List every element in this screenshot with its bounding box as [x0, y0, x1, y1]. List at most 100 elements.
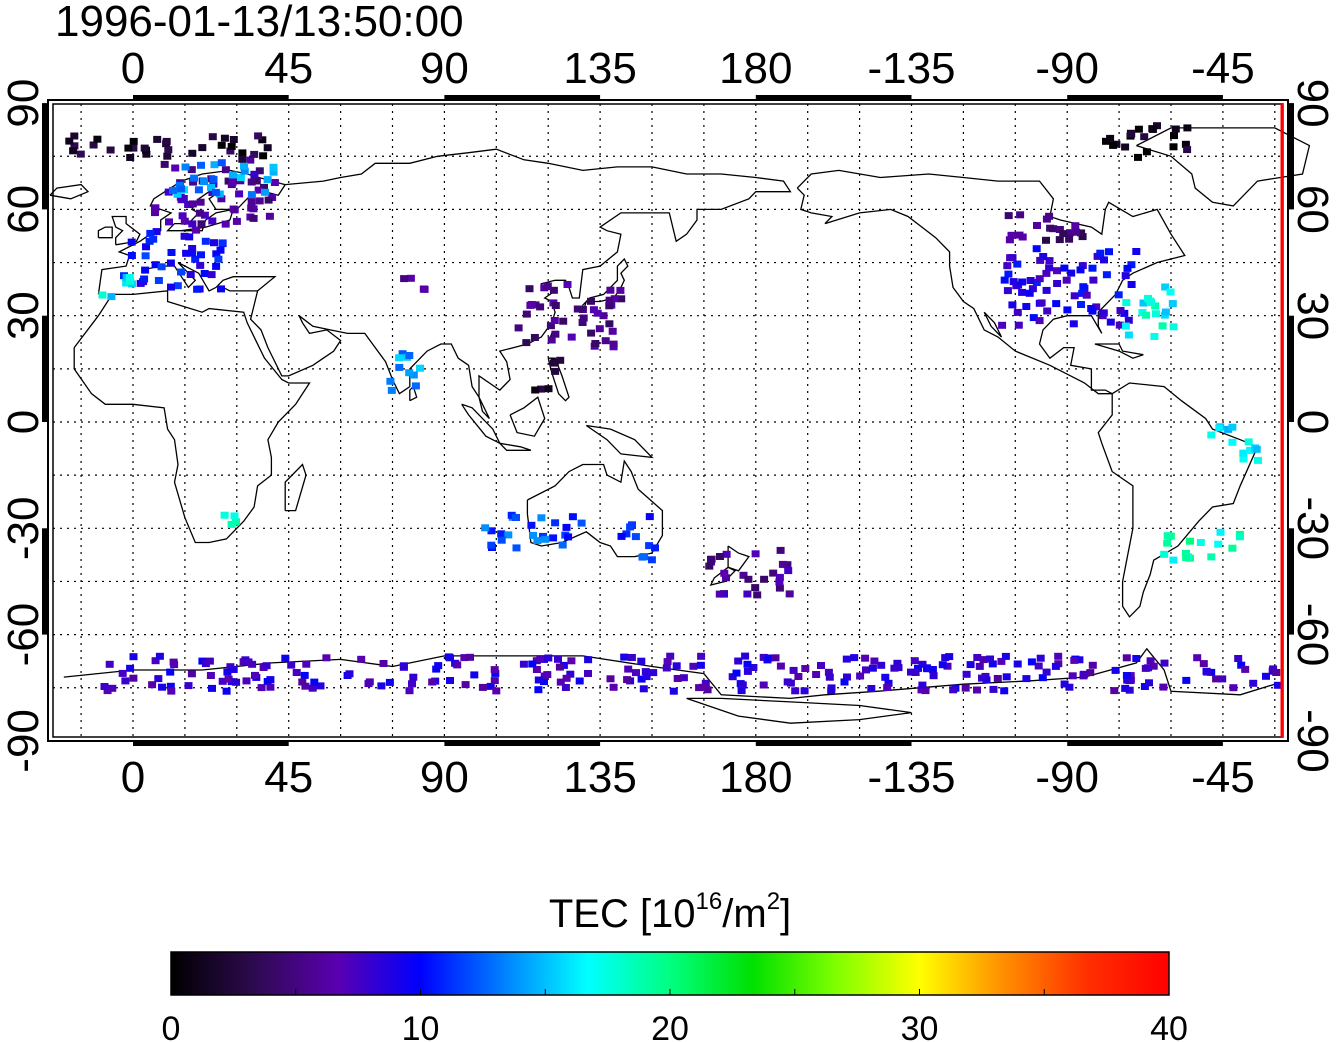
tec-cell — [250, 150, 259, 158]
bottom-lon-label: 180 — [719, 753, 792, 802]
tec-cell — [76, 150, 85, 158]
colorbar-tick-label: 30 — [901, 1010, 939, 1042]
tec-cell — [564, 533, 573, 541]
tec-cell — [221, 220, 230, 228]
tec-cell — [186, 271, 195, 278]
tec-cell — [1127, 130, 1136, 138]
colorbar-title-exp1: 16 — [695, 888, 723, 915]
tec-cell — [605, 302, 614, 310]
tec-cell — [1249, 679, 1258, 687]
tec-cell — [870, 657, 879, 665]
tec-cell — [1016, 211, 1025, 219]
tec-cell — [165, 218, 173, 226]
tec-cell — [1036, 654, 1045, 662]
tec-cell — [1166, 288, 1175, 296]
tec-cell — [1089, 276, 1098, 284]
colorbar-tick-label: 20 — [651, 1010, 689, 1042]
tec-cell — [260, 183, 268, 191]
tec-cell — [1122, 672, 1131, 679]
tec-cell — [577, 519, 586, 527]
tec-cell — [218, 239, 227, 247]
coastlines — [49, 127, 1311, 724]
tec-cell — [395, 354, 404, 362]
tec-cell — [1014, 281, 1023, 289]
tec-cell — [911, 669, 920, 676]
tec-cell — [540, 678, 548, 686]
tec-cell — [1065, 235, 1074, 243]
tec-cell — [182, 249, 191, 257]
tec-cell — [672, 662, 681, 670]
right-axis-bar — [1288, 528, 1294, 635]
tec-cell — [227, 520, 236, 528]
tec-cell — [775, 578, 784, 586]
tec-cell — [1032, 279, 1041, 286]
tec-cell — [217, 285, 225, 293]
tec-cell — [519, 660, 528, 668]
tec-cell — [741, 652, 750, 660]
right-lat-label: 30 — [1288, 291, 1337, 340]
coastline-path — [284, 463, 307, 512]
coastline-path — [499, 442, 532, 451]
tec-cell — [696, 661, 705, 669]
tec-cell — [164, 188, 173, 196]
tec-cell — [190, 174, 199, 182]
tec-cell — [247, 178, 256, 186]
tec-cell — [470, 671, 479, 679]
tec-cell — [188, 200, 197, 208]
tec-cell — [568, 513, 577, 521]
tec-cell — [308, 684, 317, 692]
coastline-path — [709, 566, 737, 586]
coastline-path — [796, 169, 1186, 395]
coastline-path — [1097, 382, 1259, 618]
tec-cell — [1149, 662, 1158, 670]
tec-cell — [575, 677, 584, 685]
tec-cell — [1125, 686, 1134, 694]
tec-cell — [918, 681, 927, 689]
tec-cell — [544, 385, 553, 393]
tec-cell — [541, 535, 550, 543]
tec-cell — [1182, 554, 1191, 562]
tec-cell — [428, 678, 437, 686]
left-lat-label: 90 — [0, 79, 48, 128]
tec-cell — [142, 243, 150, 251]
tec-cell — [212, 250, 221, 258]
tec-cell — [127, 252, 136, 259]
tec-cell — [1059, 230, 1068, 238]
tec-cell — [1072, 228, 1081, 236]
tec-cell — [316, 682, 325, 690]
tec-cell — [549, 286, 558, 294]
tec-cell — [1151, 310, 1160, 318]
tec-cell — [379, 660, 388, 667]
tec-cell — [232, 518, 240, 526]
tec-cell — [157, 263, 166, 271]
tec-cell — [166, 682, 175, 690]
tec-cell — [478, 683, 487, 691]
tec-cell — [1042, 668, 1051, 676]
tec-cell — [910, 657, 919, 665]
tec-cell — [151, 209, 159, 217]
tec-cell — [543, 671, 552, 679]
tec-cell — [645, 542, 654, 550]
tec-cell — [395, 363, 404, 371]
tec-cell — [562, 674, 571, 682]
tec-cell — [292, 669, 301, 676]
tec-cell — [917, 686, 926, 694]
tec-cell — [751, 550, 760, 558]
tec-cell — [743, 590, 752, 598]
tec-cell — [166, 259, 175, 267]
right-lat-label: -60 — [1288, 603, 1337, 667]
right-axis-bar — [1288, 315, 1294, 422]
tec-cell — [247, 198, 256, 206]
tec-cell — [881, 673, 890, 681]
tec-cell — [1224, 425, 1233, 433]
tec-cell — [460, 654, 469, 662]
tec-cell — [573, 305, 582, 313]
tec-cell — [385, 678, 394, 686]
tec-cell — [265, 212, 274, 220]
tec-cell — [160, 160, 169, 168]
tec-cell — [1132, 655, 1141, 662]
top-lon-label: 135 — [563, 44, 636, 93]
tec-cell — [377, 682, 386, 690]
tec-cell — [322, 654, 331, 662]
tec-cell — [69, 147, 78, 155]
